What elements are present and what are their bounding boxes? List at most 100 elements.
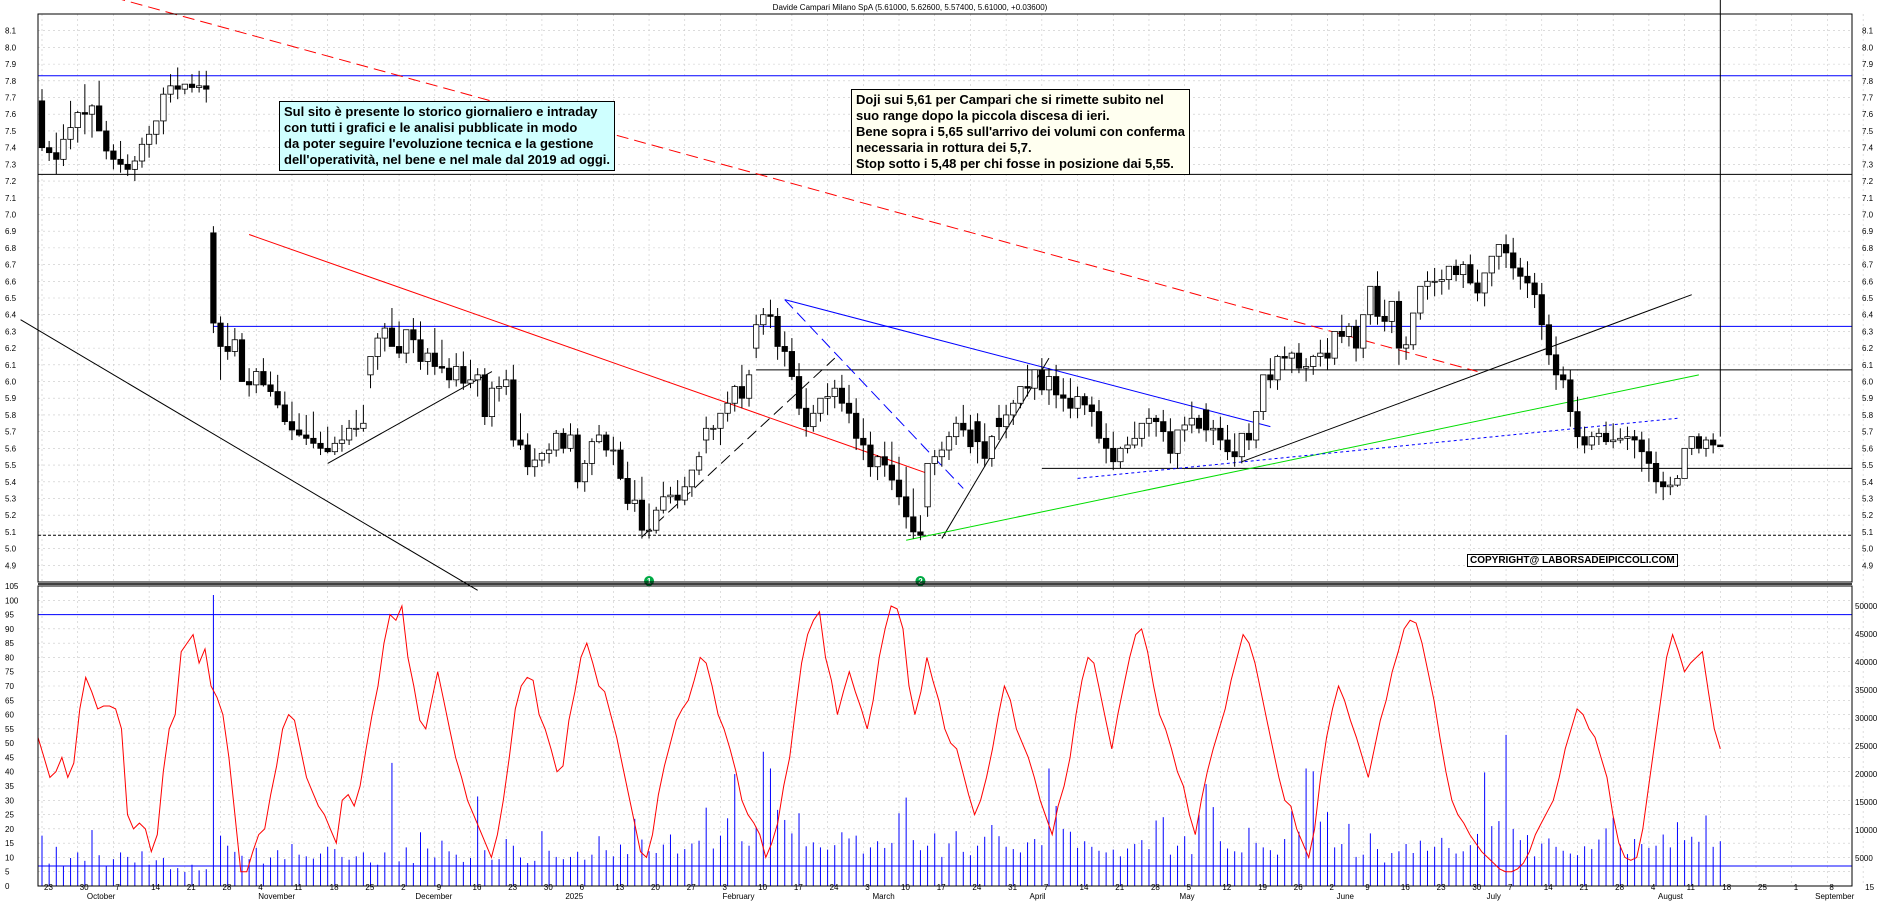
x-tick-label: 7 [1044, 883, 1049, 892]
price-y-tick-right: 7.6 [1862, 110, 1874, 119]
candle-up [488, 387, 496, 418]
price-y-tick-left: 8.1 [5, 27, 17, 36]
price-y-tick-left: 4.9 [5, 561, 17, 570]
candle-down [774, 315, 781, 347]
candle-down [274, 391, 281, 406]
candle-down [295, 429, 303, 436]
x-tick-label: 31 [1008, 883, 1017, 892]
candle-up [1117, 447, 1124, 463]
trendline [641, 357, 836, 538]
candle-up [695, 456, 703, 471]
candle-up [374, 337, 381, 357]
candle-up [1124, 444, 1131, 449]
osc-y-tick: 50 [5, 739, 14, 748]
price-y-tick-left: 7.7 [5, 94, 17, 103]
x-tick-label: 24 [830, 883, 839, 892]
osc-y-tick: 75 [5, 668, 14, 677]
x-tick-label: 30 [1472, 883, 1481, 892]
trendline [906, 374, 1699, 541]
trendline [1241, 294, 1692, 463]
candle-down [288, 421, 296, 431]
oscillator-lines [37, 604, 1721, 873]
candle-up [1138, 422, 1145, 439]
candle-up [938, 449, 945, 458]
candle-up [1188, 417, 1195, 426]
osc-y-tick: 105 [5, 582, 19, 591]
candle-up [153, 120, 160, 135]
candle-down [603, 434, 610, 451]
price-y-tick-left: 5.5 [5, 461, 17, 470]
candle-down [1574, 411, 1581, 438]
price-y-tick-right: 6.8 [1862, 244, 1874, 253]
candle-up [653, 509, 660, 531]
candle-down [1095, 411, 1103, 439]
osc-y-tick: 45 [5, 753, 14, 762]
candle-down [895, 479, 903, 498]
candle-down [1602, 432, 1610, 443]
candle-up [146, 133, 153, 145]
candle-up [953, 422, 960, 438]
candle-down [1267, 374, 1274, 381]
candle-down [281, 404, 288, 423]
candle-down [1038, 369, 1045, 391]
candle-down [238, 339, 246, 382]
osc-y-tick: 30 [5, 796, 14, 805]
candle-down [1538, 294, 1545, 326]
candle-up [1317, 352, 1324, 357]
candle-down [960, 422, 967, 431]
candle-down [1324, 352, 1331, 359]
candle-down [1352, 325, 1360, 349]
candle-down [1560, 374, 1567, 381]
candle-down [1381, 315, 1388, 322]
candle-down [217, 322, 224, 347]
x-tick-label: 1 [1794, 883, 1799, 892]
price-y-tick-left: 6.4 [5, 311, 17, 320]
x-tick-label: 19 [1258, 883, 1267, 892]
candle-up [160, 93, 167, 122]
volume-y-tick: 20000 [1855, 770, 1878, 779]
x-tick-label: 28 [223, 883, 232, 892]
price-y-tick-right: 5.6 [1862, 444, 1874, 453]
osc-y-tick: 85 [5, 639, 14, 648]
candle-down [510, 379, 517, 441]
candle-up [610, 449, 617, 452]
x-month-label: November [258, 892, 295, 901]
candle-down [224, 346, 231, 352]
candle-up [1302, 366, 1310, 369]
price-y-tick-left: 5.0 [5, 545, 17, 554]
candle-down [1295, 352, 1303, 369]
price-y-tick-right: 7.0 [1862, 210, 1874, 219]
candle-up [74, 112, 81, 128]
candle-up [567, 434, 574, 449]
price-y-tick-right: 7.9 [1862, 60, 1874, 69]
osc-y-tick: 90 [5, 625, 14, 634]
candle-up [667, 494, 674, 498]
candle-down [524, 444, 531, 468]
x-month-label: June [1337, 892, 1355, 901]
candle-down [481, 374, 488, 418]
candle-up [1074, 396, 1081, 409]
candle-down [803, 407, 810, 428]
candle-down [1717, 444, 1724, 448]
candle-up [1481, 272, 1488, 294]
candle-down [1167, 431, 1174, 454]
trendline [941, 357, 1050, 539]
candle-down [324, 447, 331, 453]
trendline [248, 234, 928, 474]
price-y-tick-left: 5.7 [5, 428, 17, 437]
candle-down [1645, 451, 1653, 464]
x-tick-label: 21 [1579, 883, 1588, 892]
candle-up [538, 452, 546, 461]
price-y-tick-left: 7.0 [5, 210, 17, 219]
trendline [327, 371, 493, 464]
price-y-tick-right: 8.1 [1862, 27, 1874, 36]
candle-down [767, 314, 774, 317]
x-tick-label: 7 [115, 883, 120, 892]
candle-up [945, 436, 953, 451]
candle-down [1338, 331, 1345, 337]
candle-up [345, 427, 353, 441]
candle-down [888, 464, 895, 481]
osc-y-tick: 60 [5, 711, 14, 720]
x-tick-label: 21 [1115, 883, 1124, 892]
x-tick-label: 23 [508, 883, 517, 892]
